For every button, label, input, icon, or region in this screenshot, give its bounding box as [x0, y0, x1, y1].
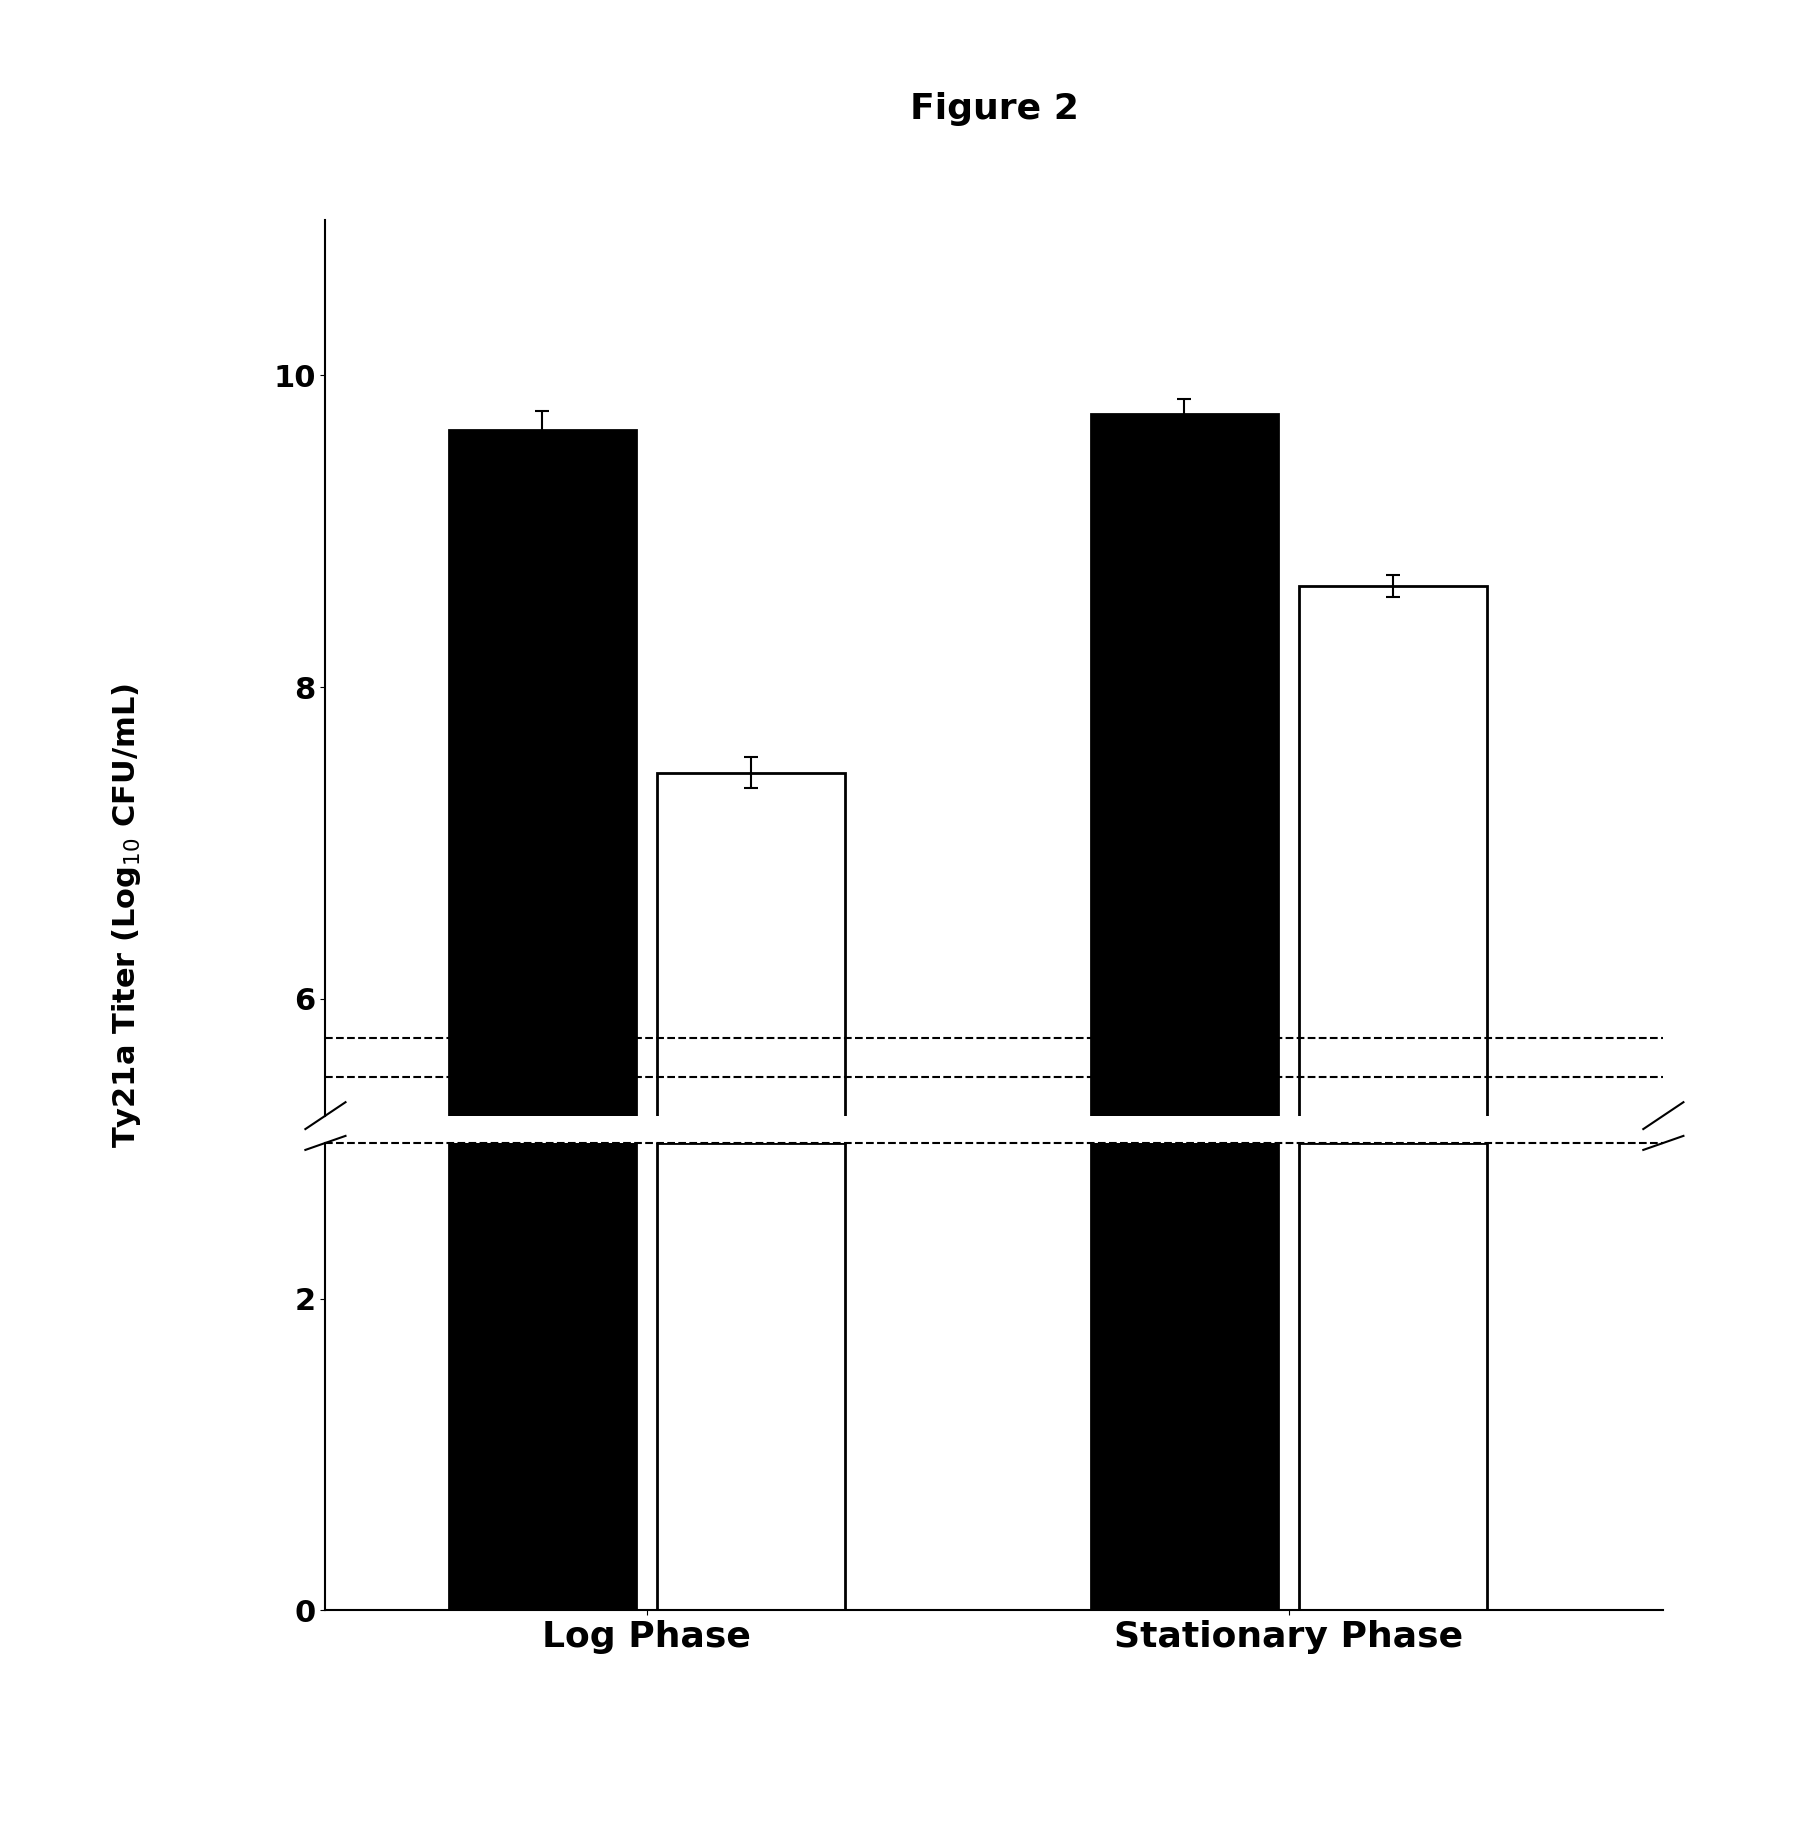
Bar	[448, 1144, 636, 1610]
Bar	[1299, 1144, 1485, 1610]
Text: Figure 2: Figure 2	[909, 92, 1079, 126]
Bar	[1090, 414, 1278, 1830]
Bar	[1090, 1144, 1278, 1610]
Bar	[658, 1144, 844, 1610]
Bar	[448, 430, 636, 1830]
Bar	[658, 772, 844, 1830]
Bar	[1299, 586, 1485, 1830]
Text: Ty21a Titer (Log$_{10}$ CFU/mL): Ty21a Titer (Log$_{10}$ CFU/mL)	[110, 683, 143, 1147]
